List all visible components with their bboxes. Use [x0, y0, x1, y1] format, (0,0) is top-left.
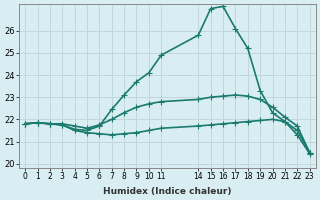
X-axis label: Humidex (Indice chaleur): Humidex (Indice chaleur) — [103, 187, 232, 196]
